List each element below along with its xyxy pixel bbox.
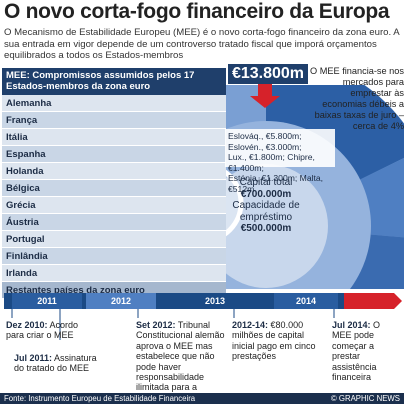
timeline-arrow-head — [334, 293, 402, 309]
country-row-ireland: Irlanda — [2, 265, 226, 282]
country-row-netherlands: Holanda — [2, 163, 226, 180]
side-note: O MEE financia-se nos mercados para empr… — [310, 66, 404, 131]
country-row-germany: Alemanha — [2, 95, 226, 112]
intro-text: O Mecanismo de Estabilidade Europeu (MEE… — [4, 27, 400, 62]
timeline-year-2011: 2011 — [12, 293, 82, 309]
footer: Fonte: Instrumento Europeu de Estabilida… — [0, 393, 404, 404]
capital-total-value: €700.000m — [240, 188, 292, 200]
page-title: O novo corta-fogo financeiro da Europa — [4, 0, 390, 23]
event-jul-2011: Jul 2011: Assinatura do tratado do MEE — [14, 353, 97, 374]
timeline-year-2012: 2012 — [86, 293, 156, 309]
country-row-austria: Áustria — [2, 214, 226, 231]
red-arrow-down-icon — [250, 84, 280, 108]
lending-capacity-value: €500.000m — [240, 223, 292, 235]
country-list: Alemanha França Itália Espanha Holanda B… — [2, 95, 226, 299]
country-list-panel: MEE: Compromissos assumidos pelos 17 Est… — [2, 68, 226, 299]
event-2012-14: 2012-14: €80.000 milhões de capital inic… — [232, 320, 316, 362]
timeline-year-2014: 2014 — [274, 293, 338, 309]
capital-total-label: Capital total — [239, 177, 293, 188]
loans-line-2: Lux., €1.800m; Chipre, €1.400m; — [228, 152, 315, 173]
event-dec-2010: Dez 2010: Acordo para criar o MEE — [6, 320, 79, 341]
pie-center — [226, 164, 328, 288]
capital-summary: Capital total €700.000m Capacidade de em… — [214, 177, 318, 235]
country-row-greece: Grécia — [2, 197, 226, 214]
small-country-commitments: Eslováq., €5.800m; Eslovén., €3.000m; Lu… — [225, 129, 335, 194]
country-row-portugal: Portugal — [2, 231, 226, 248]
brand-credit: © GRAPHIC NEWS — [331, 394, 400, 403]
country-row-spain: Espanha — [2, 146, 226, 163]
event-jul-2014: Jul 2014: O MEE pode começar a prestar a… — [332, 320, 381, 383]
country-row-belgium: Bélgica — [2, 180, 226, 197]
country-row-france: França — [2, 112, 226, 129]
amount-label: €13.800m — [228, 64, 308, 84]
loans-line-1: Eslováq., €5.800m; Eslovén., €3.000m; — [228, 131, 302, 152]
timeline-year-2013: 2013 — [160, 293, 270, 309]
event-sep-2012: Set 2012: Tribunal Constitucional alemão… — [136, 320, 225, 403]
country-row-italy: Itália — [2, 129, 226, 146]
source-text: Fonte: Instrumento Europeu de Estabilida… — [4, 394, 196, 403]
loans-line-3: Estónia, €1.300m; Malta, €512m — [228, 173, 324, 194]
lending-capacity-label: Capacidade de empréstimo — [232, 200, 300, 223]
country-row-finland: Finlândia — [2, 248, 226, 265]
country-list-header: MEE: Compromissos assumidos pelos 17 Est… — [2, 68, 226, 95]
timeline-bar: 2011 2012 2013 2014 — [4, 293, 344, 309]
